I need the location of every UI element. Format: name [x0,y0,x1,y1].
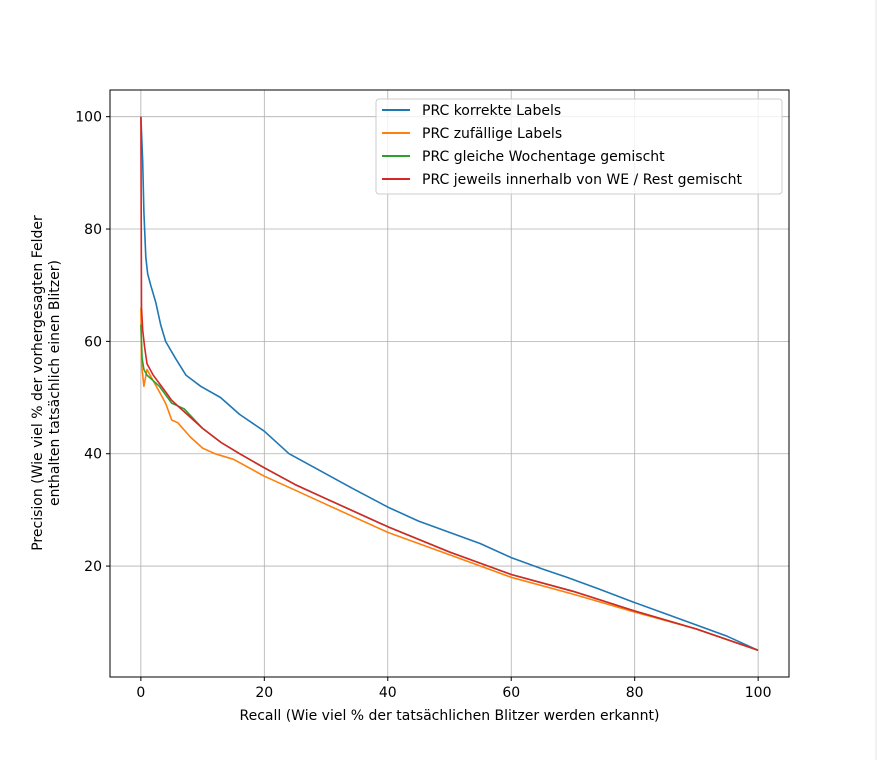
y-tick-label: 100 [75,110,102,126]
y-tick-label: 40 [84,447,102,463]
series-lines [140,116,759,652]
x-tick-label: 20 [255,685,273,701]
y-axis-label: Precision (Wie viel % der vorhergesagten… [30,215,63,551]
series-line-2 [140,307,759,652]
legend-box [375,98,783,195]
series-line-4 [140,116,759,652]
y-axis-label-line-2: enthalten tatsächlich einen Blitzer) [47,260,63,506]
x-tick-label: 0 [136,685,145,701]
y-tick-label: 20 [84,559,102,575]
y-tick-label: 80 [84,222,102,238]
legend-label-2: PRC zufällige Labels [422,126,562,142]
legend-label-3: PRC gleiche Wochentage gemischt [422,149,665,165]
legend-label-1: PRC korrekte Labels [422,103,561,119]
grid [110,90,789,677]
axes-frame [109,89,790,678]
legend-label-4: PRC jeweils innerhalb von WE / Rest gemi… [422,172,743,188]
ticks: 0 20 40 60 80 100 20 40 60 80 100 [75,110,771,701]
y-tick-label: 60 [84,334,102,350]
x-tick-label: 40 [379,685,397,701]
legend: PRC korrekte Labels PRC zufällige Labels P… [375,98,783,195]
x-tick-label: 60 [502,685,520,701]
y-axis-label-line-1: Precision (Wie viel % der vorhergesagten… [30,215,46,551]
x-tick-label: 80 [626,685,644,701]
series-line-1 [140,116,759,652]
x-tick-label: 100 [745,685,772,701]
x-axis-label: Recall (Wie viel % der tatsächlichen Bli… [240,708,660,724]
